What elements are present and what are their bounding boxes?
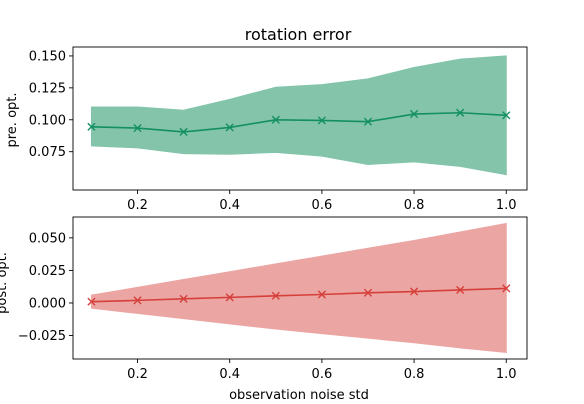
plot-pre-opt: 0.2 0.4 0.6 0.8 1.0 0.075 0.100 0.125 0.150 xyxy=(29,46,528,213)
data-point-marker xyxy=(317,290,326,299)
data-point-marker xyxy=(133,123,142,133)
plot-post-opt: 0.2 0.4 0.6 0.8 1.0 −0.025 0.000 0.025 0.050 xyxy=(18,216,528,382)
x-tick-label: 0.4 xyxy=(219,367,240,382)
x-tick-label: 0.2 xyxy=(127,367,148,382)
x-tick-label: 0.8 xyxy=(404,198,425,213)
x-tick-label: 0.6 xyxy=(312,198,333,213)
x-tick-label: 0.8 xyxy=(404,367,425,382)
series-line xyxy=(91,111,507,133)
series-line xyxy=(91,287,507,303)
data-point-marker xyxy=(409,287,419,296)
x-tick-label: 1.0 xyxy=(496,198,517,213)
y-tick-label: 0.100 xyxy=(29,113,66,128)
data-point-marker xyxy=(225,293,234,302)
data-point-marker xyxy=(179,294,188,303)
data-point-marker xyxy=(363,117,373,126)
x-axis-label: observation noise std xyxy=(229,388,369,403)
data-point-marker xyxy=(87,122,96,131)
chart-title: rotation error xyxy=(245,25,352,44)
data-point-marker xyxy=(179,127,188,137)
data-point-marker xyxy=(409,109,419,119)
y-tick-label: 0.025 xyxy=(29,264,66,279)
data-point-marker xyxy=(271,291,280,300)
axes-frame xyxy=(72,216,528,360)
x-tick-label: 0.4 xyxy=(219,198,240,213)
data-point-marker xyxy=(456,108,465,117)
axes-frame xyxy=(72,46,528,191)
data-point-marker xyxy=(271,115,280,124)
y-tick-label: 0.050 xyxy=(29,231,66,246)
x-tick-label: 0.2 xyxy=(127,198,148,213)
data-point-marker xyxy=(225,123,234,132)
y-tick-label: 0.075 xyxy=(29,145,66,160)
data-point-marker xyxy=(502,284,511,293)
confidence-band xyxy=(90,222,507,354)
data-point-marker xyxy=(363,288,373,297)
data-point-marker xyxy=(502,111,511,120)
confidence-band xyxy=(90,55,507,176)
data-point-marker xyxy=(456,285,465,295)
y-tick-label: 0.000 xyxy=(29,296,66,311)
x-tick-label: 1.0 xyxy=(496,367,517,382)
y-tick-label: 0.150 xyxy=(29,49,66,64)
y-tick-label: 0.125 xyxy=(29,81,66,96)
data-point-marker xyxy=(133,296,142,305)
data-point-marker xyxy=(317,116,326,125)
y-axis-label-pre-opt: pre. opt. xyxy=(5,92,20,147)
data-point-marker xyxy=(87,297,96,306)
y-axis-label-post-opt: post. opt. xyxy=(0,252,10,314)
x-tick-label: 0.6 xyxy=(312,367,333,382)
y-tick-label: −0.025 xyxy=(18,329,66,344)
